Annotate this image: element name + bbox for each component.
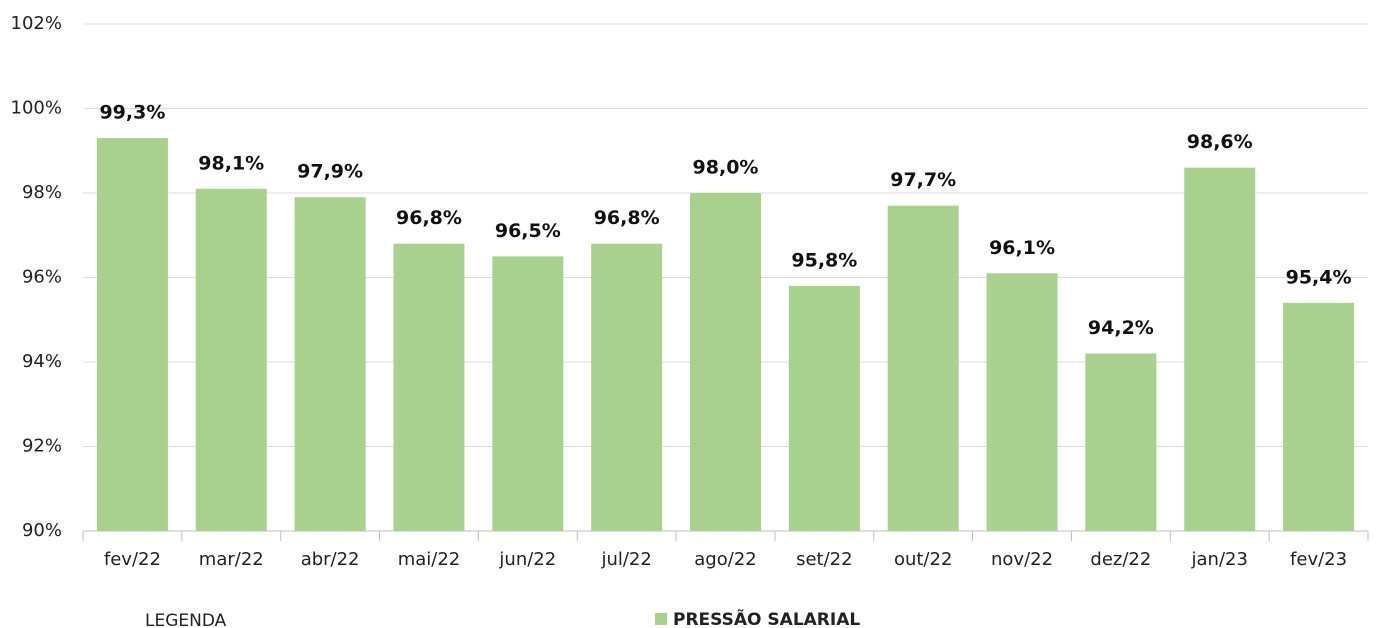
- value-label: 98,6%: [1187, 131, 1253, 153]
- bar: [195, 188, 267, 531]
- value-label: 96,1%: [989, 237, 1055, 259]
- x-tick-label: fev/22: [104, 549, 161, 570]
- value-label: 96,8%: [594, 207, 660, 229]
- bar: [1283, 302, 1355, 531]
- y-tick-label: 100%: [11, 98, 62, 119]
- x-tick-label: dez/22: [1090, 549, 1151, 570]
- bar: [887, 205, 959, 532]
- legend-title: LEGENDA: [145, 611, 227, 628]
- value-label: 97,9%: [297, 161, 363, 183]
- bar: [690, 193, 761, 531]
- y-tick-label: 94%: [22, 351, 62, 372]
- value-label: 99,3%: [99, 102, 165, 124]
- x-tick-label: mar/22: [199, 549, 264, 570]
- x-tick-label: mai/22: [398, 549, 461, 570]
- x-tick-label: nov/22: [991, 549, 1053, 570]
- bar: [986, 273, 1058, 531]
- y-tick-label: 96%: [22, 267, 62, 288]
- x-tick-label: out/22: [894, 549, 952, 570]
- x-tick-label: fev/23: [1290, 549, 1347, 570]
- y-tick-label: 98%: [22, 182, 62, 203]
- bar: [788, 285, 860, 531]
- y-tick-label: 92%: [22, 436, 62, 457]
- value-label: 96,5%: [495, 220, 561, 242]
- y-tick-label: 90%: [22, 520, 62, 541]
- x-tick-label: jun/22: [498, 549, 556, 570]
- bar: [294, 197, 366, 531]
- x-tick-label: abr/22: [301, 549, 360, 570]
- bar: [492, 256, 564, 531]
- x-tick-label: set/22: [796, 549, 852, 570]
- bar: [591, 243, 663, 531]
- value-label: 98,0%: [693, 157, 759, 179]
- value-label: 95,8%: [791, 249, 857, 271]
- value-label: 95,4%: [1286, 266, 1352, 288]
- value-label: 98,1%: [198, 152, 264, 174]
- legend-swatch: [655, 613, 667, 625]
- x-tick-label: jul/22: [600, 549, 651, 570]
- value-label: 94,2%: [1088, 317, 1154, 339]
- legend-label: PRESSÃO SALARIAL: [673, 607, 860, 628]
- bar: [1184, 167, 1256, 531]
- x-tick-label: ago/22: [694, 549, 756, 570]
- value-label: 97,7%: [890, 169, 956, 191]
- y-tick-label: 102%: [11, 13, 62, 34]
- value-label: 96,8%: [396, 207, 462, 229]
- x-tick-label: jan/23: [1191, 549, 1248, 570]
- bar: [1085, 353, 1157, 531]
- bar: [96, 138, 168, 531]
- bar: [393, 243, 465, 531]
